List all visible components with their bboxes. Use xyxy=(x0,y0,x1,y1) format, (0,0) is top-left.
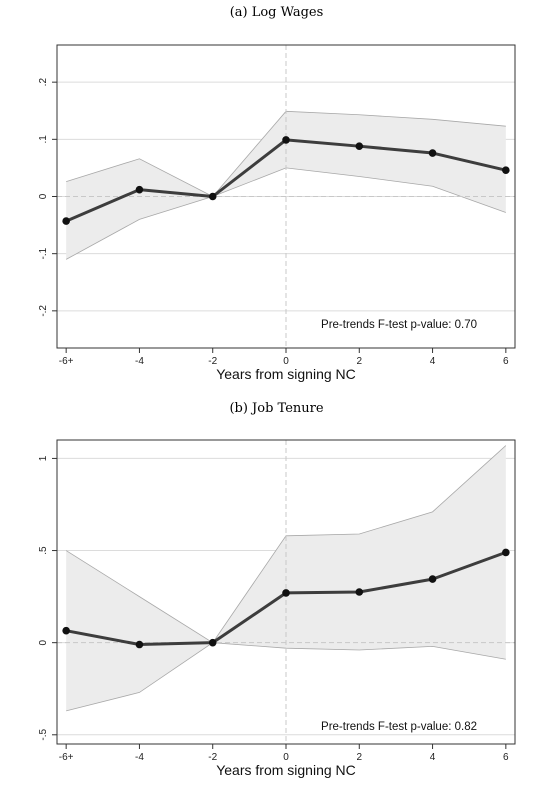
estimate-point xyxy=(208,192,217,201)
estimate-point xyxy=(355,142,364,150)
y-tick-label: 1 xyxy=(38,455,49,461)
x-axis-title: Years from signing NC xyxy=(216,366,356,382)
x-tick-label: -4 xyxy=(135,752,144,763)
log-wages-chart: -6+ -4 -2 0 2 4 6 -.2 -.1 0 .1 .2 Years from signing… xyxy=(38,44,516,382)
x-tick-label: 6 xyxy=(503,752,509,763)
ci-upper-line xyxy=(65,445,507,644)
panel-a-title: (a) Log Wages xyxy=(229,5,324,20)
estimate-point xyxy=(355,588,364,596)
pretrend-note: Pre-trends F-test p-value: 0.70 xyxy=(321,319,477,331)
estimate-point xyxy=(502,548,510,557)
x-tick-label: -6+ xyxy=(59,356,74,367)
panel-b-title: (b) Job Tenure xyxy=(229,401,324,416)
y-tick-label: -.2 xyxy=(38,305,49,317)
job-tenure-chart: -6+ -4 -2 0 2 4 6 -.5 0 .5 1 Years from signing NC P… xyxy=(38,439,516,778)
x-tick-label: 4 xyxy=(430,752,436,763)
x-tick-label: -4 xyxy=(135,356,144,367)
estimate-point xyxy=(502,166,510,175)
y-tick-label: -.1 xyxy=(38,247,49,259)
y-tick-label: .5 xyxy=(38,546,49,555)
y-tick-label: 0 xyxy=(38,193,49,199)
y-tick-label: .1 xyxy=(38,135,49,144)
estimate-point xyxy=(135,185,144,194)
estimate-point xyxy=(428,575,437,583)
x-tick-label: -2 xyxy=(208,356,217,367)
estimate-point xyxy=(282,589,290,597)
y-tick-label: -.5 xyxy=(38,729,49,741)
y-tick-label: 0 xyxy=(38,639,49,645)
x-tick-label: 6 xyxy=(503,356,509,367)
x-tick-label: 4 xyxy=(430,356,436,367)
x-tick-label: 0 xyxy=(283,356,289,367)
estimate-point xyxy=(208,638,217,647)
x-tick-label: -2 xyxy=(208,752,217,763)
y-tick-label: .2 xyxy=(38,78,49,87)
estimate-point xyxy=(62,626,70,635)
estimate-point xyxy=(428,149,437,157)
x-tick-label: 2 xyxy=(356,356,362,367)
x-tick-label: 2 xyxy=(356,752,362,763)
x-tick-label: 0 xyxy=(283,752,289,763)
estimate-point xyxy=(135,640,144,649)
estimate-point xyxy=(62,217,70,225)
pretrend-note: Pre-trends F-test p-value: 0.82 xyxy=(321,721,477,733)
x-tick-label: -6+ xyxy=(59,752,74,763)
x-axis-title: Years from signing NC xyxy=(216,762,356,778)
estimate-point xyxy=(282,136,290,144)
